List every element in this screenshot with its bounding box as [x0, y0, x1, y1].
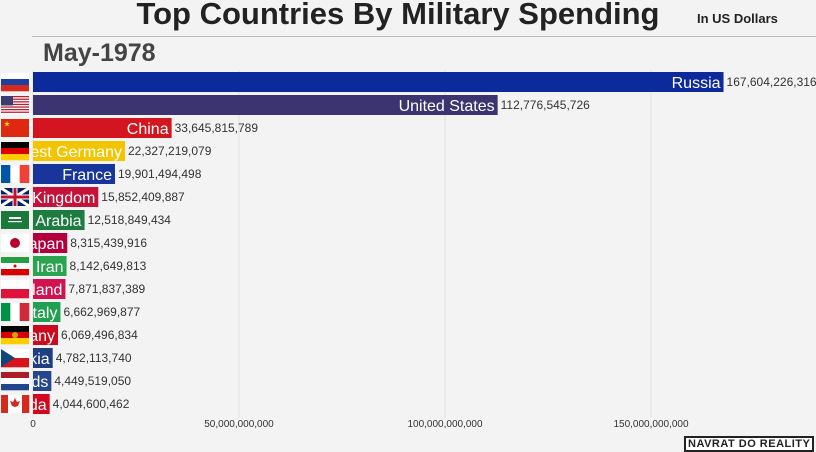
flag-saudi-arabia-icon	[1, 211, 29, 229]
value-label: 6,662,969,877	[63, 305, 140, 319]
bar-label: China	[127, 121, 169, 138]
bar	[33, 210, 85, 230]
bar-group: Russia 167,604,226,316	[1, 72, 816, 92]
bar-label: Canada	[0, 397, 47, 414]
bar-group: Japan 8,315,439,916	[1, 233, 147, 253]
value-label: 4,782,113,740	[56, 351, 132, 365]
date-label: May-1978	[43, 39, 156, 67]
bar	[33, 118, 172, 138]
bar-label: Russia	[672, 75, 721, 92]
bar-label: East Germany	[0, 328, 55, 345]
bar	[33, 164, 115, 184]
bar-label: Netherlands	[0, 374, 48, 391]
flag-japan-icon	[1, 234, 29, 252]
bar	[33, 279, 66, 299]
bar-group: France 19,901,494,498	[1, 164, 202, 184]
bar	[33, 371, 52, 391]
flag-poland-icon	[1, 280, 29, 299]
title-divider	[32, 36, 816, 37]
bar-group: Netherlands 4,449,519,050	[0, 371, 131, 391]
bar-group: Italy 6,662,969,877	[1, 302, 141, 322]
bar-group: Saudi Arabia 12,518,849,434	[0, 210, 172, 230]
bar-group: United States 112,776,545,726	[1, 95, 590, 115]
value-label: 7,871,837,389	[68, 282, 145, 296]
value-label: 167,604,226,316	[727, 75, 816, 89]
bar	[33, 72, 724, 92]
bar-label: Poland	[13, 282, 63, 299]
bar-label: Italy	[28, 305, 57, 322]
bar-group: West Germany 22,327,219,079	[1, 141, 212, 161]
bar	[33, 325, 59, 345]
value-label: 6,069,496,834	[61, 328, 138, 342]
value-label: 4,044,600,462	[53, 397, 130, 411]
bar	[33, 141, 125, 161]
bar-group: Czechoslovakia 4,782,113,740	[0, 348, 132, 368]
value-label: 8,142,649,813	[70, 259, 147, 273]
watermark-logo: NAVRAT DO REALITY	[684, 436, 815, 452]
value-label: 33,645,815,789	[175, 121, 259, 135]
bar-label: France	[62, 167, 112, 184]
flag-czechoslovakia-icon	[1, 349, 29, 368]
x-tick-label: 50,000,000,000	[204, 419, 274, 430]
value-label: 12,518,849,434	[88, 213, 172, 227]
bar-group: Poland 7,871,837,389	[1, 279, 145, 299]
flag-russia-icon	[1, 73, 29, 92]
bar-group: Canada 4,044,600,462	[0, 394, 130, 414]
value-label: 19,901,494,498	[118, 167, 202, 181]
bar	[33, 187, 99, 207]
bar	[33, 302, 61, 322]
value-label: 4,449,519,050	[54, 374, 131, 388]
bar-group: China 33,645,815,789	[1, 118, 258, 138]
bar-label: West Germany	[16, 144, 122, 161]
x-tick-label: 100,000,000,000	[407, 419, 483, 430]
flag-france-icon	[1, 165, 30, 183]
x-tick-label: 0	[30, 419, 36, 430]
bar	[33, 394, 50, 414]
bar	[33, 95, 498, 115]
flag-uk-icon	[0, 186, 30, 208]
bar-label: United States	[399, 98, 495, 115]
bar-label: Saudi Arabia	[0, 213, 82, 230]
flag-netherlands-icon	[1, 372, 29, 391]
bar-label: Japan	[21, 236, 65, 253]
value-label: 15,852,409,887	[101, 190, 185, 204]
flag-iran-icon	[1, 257, 29, 276]
value-label: 8,315,439,916	[70, 236, 147, 250]
bar	[33, 233, 68, 253]
flag-east-germany-icon	[1, 326, 29, 345]
bar	[33, 348, 53, 368]
bar-group: East Germany 6,069,496,834	[0, 325, 138, 345]
bar-label: Czechoslovakia	[0, 351, 50, 368]
flag-china-icon	[1, 119, 29, 137]
bar-label: United Kingdom	[0, 190, 95, 207]
value-label: 112,776,545,726	[501, 98, 591, 112]
flag-canada-icon	[1, 395, 30, 413]
bar-group: Iran 8,142,649,813	[1, 256, 147, 276]
flag-usa-icon	[1, 96, 29, 114]
bar-group: United Kingdom 15,852,409,887	[0, 186, 185, 208]
x-tick-label: 150,000,000,000	[613, 419, 689, 430]
bar	[33, 256, 67, 276]
flag-italy-icon	[1, 303, 30, 321]
chart-title: Top Countries By Military Spending	[136, 0, 660, 31]
bar-label: Iran	[36, 259, 64, 276]
value-label: 22,327,219,079	[128, 144, 212, 158]
flag-west-germany-icon	[1, 142, 29, 161]
unit-label: In US Dollars	[697, 11, 778, 26]
